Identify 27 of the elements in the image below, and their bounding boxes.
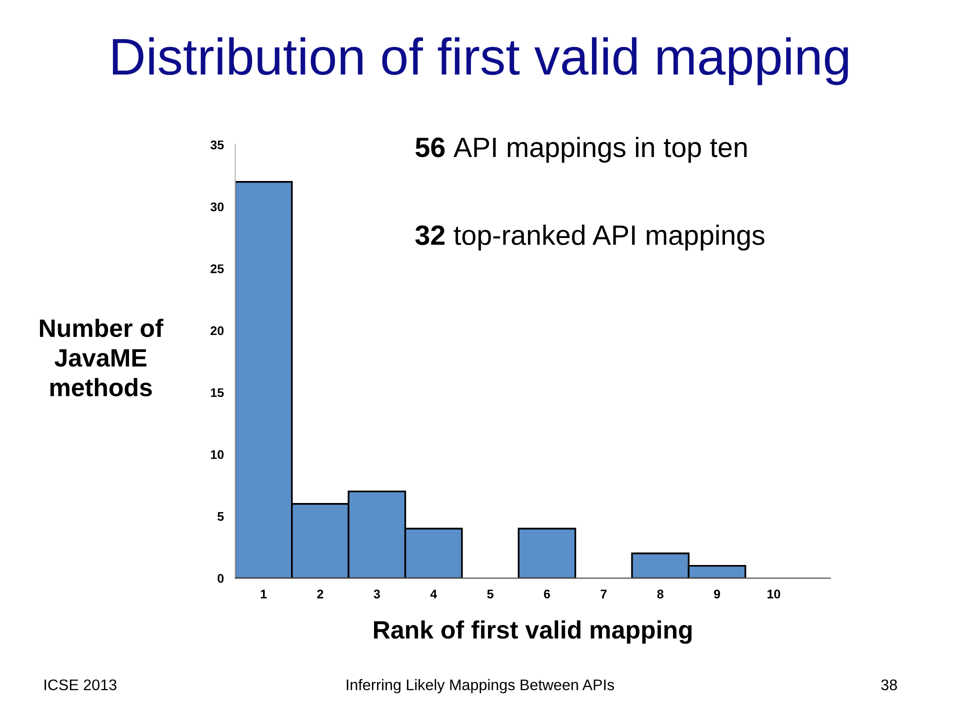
annotation: 56 API mappings in top ten: [416, 136, 747, 163]
x-tick-label: 6: [544, 590, 550, 598]
x-tick-label: 8: [657, 590, 664, 598]
x-tick-label: 10: [768, 590, 780, 598]
text: ICSE 2013: [44, 679, 116, 690]
y-tick-label: 35: [210, 140, 224, 150]
x-axis-title: Rank of first valid mapping: [374, 620, 692, 644]
x-tick-label: 5: [487, 590, 494, 598]
y-tick-label: 5: [218, 512, 224, 521]
y-tick-label: 25: [210, 264, 224, 274]
x-tick-label: 4: [430, 590, 438, 598]
x-tick-label: 9: [714, 590, 720, 598]
y-tick-label: 10: [210, 450, 224, 459]
y-axis-title: Number of JavaME methods: [40, 318, 164, 396]
y-tick-label: 0: [218, 574, 224, 583]
y-tick-label: 20: [210, 326, 224, 336]
x-tick-label: 7: [600, 590, 607, 598]
bar: [518, 528, 576, 578]
x-tick-label: 3: [374, 590, 380, 598]
y-tick-label: 30: [210, 202, 224, 212]
chart-title: Distribution of first valid mapping: [112, 37, 848, 86]
text: 38: [881, 679, 897, 690]
text: Inferring Likely Mappings Between APIs: [346, 679, 614, 694]
annotation: 32 top-ranked API mappings: [415, 224, 764, 251]
y-tick-label: 15: [210, 388, 224, 398]
x-tick-label: 1: [260, 590, 267, 598]
x-tick-label: 2: [317, 590, 324, 598]
